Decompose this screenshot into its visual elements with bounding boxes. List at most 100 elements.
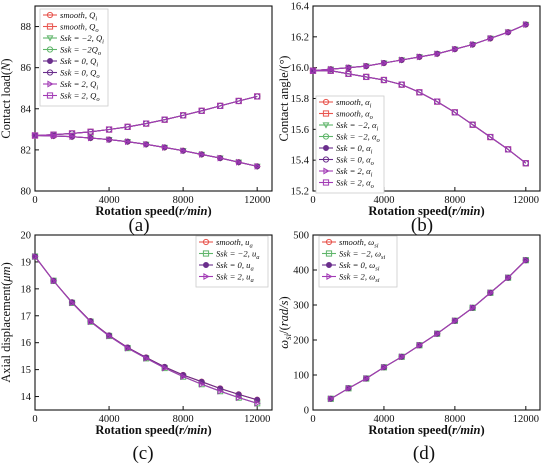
- series-line: [34, 134, 258, 167]
- data-point: [363, 375, 370, 382]
- y-axis-label: Contact load(N): [0, 58, 13, 138]
- panel-label: (d): [413, 443, 435, 464]
- legend-label: Ssk = 2, ua: [216, 272, 254, 285]
- series-line: [312, 23, 527, 72]
- data-point: [32, 253, 39, 260]
- data-point: [470, 304, 477, 312]
- legend-marker: [322, 122, 330, 129]
- y-tick-label: 16.2: [291, 32, 309, 43]
- legend-marker: [322, 156, 330, 163]
- legend-label: Ssk = 0, Qo: [60, 68, 100, 81]
- legend-marker: [46, 92, 54, 99]
- legend-marker: [47, 58, 54, 65]
- chart-panel: 0 4000 8000 12000 80 82 84 86 88 Rotation speed(r…: [0, 5, 273, 236]
- y-tick-label: 200: [293, 336, 309, 347]
- y-tick-label: 20: [21, 231, 32, 242]
- panel-label: (a): [128, 215, 149, 236]
- y-tick-label: 16.4: [291, 2, 310, 13]
- legend-label: Ssk = 0, αi: [336, 143, 373, 156]
- data-point: [87, 318, 95, 326]
- y-tick-label: 14: [21, 392, 32, 403]
- legend-box: [315, 95, 385, 194]
- data-point: [162, 364, 169, 372]
- chart-panel: 0 4000 8000 12000 14 15 16 17 18 19 20 Rotation spe…: [0, 231, 273, 464]
- legend-label: Ssk = 0, ωsi: [339, 260, 380, 273]
- data-point: [106, 136, 113, 144]
- data-point: [254, 162, 261, 170]
- data-point: [143, 354, 150, 362]
- data-point: [142, 120, 150, 127]
- legend-label: Ssk = 0, Qi: [60, 56, 98, 69]
- panel-label: (c): [132, 443, 153, 464]
- legend-label: Ssk = 2, Qo: [60, 91, 100, 104]
- legend-label: Ssk = −2, ua: [216, 249, 260, 262]
- y-tick-label: 86: [21, 63, 32, 74]
- data-point: [235, 97, 242, 105]
- y-tick-label: 84: [21, 104, 32, 115]
- y-tick-label: 15.2: [291, 187, 309, 198]
- y-tick-label: 82: [21, 145, 32, 156]
- x-axis-label: Rotation speed(r/min): [368, 423, 484, 437]
- data-point: [124, 344, 132, 352]
- legend-label: Ssk = −2, Qi: [60, 33, 104, 46]
- x-axis-label: Rotation speed(r/min): [95, 204, 211, 218]
- data-point: [523, 21, 530, 28]
- data-point: [124, 123, 131, 130]
- legend-label: smooth, Qo: [60, 22, 99, 35]
- panel-label: (b): [411, 215, 433, 236]
- x-tick-label: 4000: [373, 414, 394, 425]
- data-point: [398, 81, 405, 88]
- x-tick-label: 4000: [99, 195, 120, 206]
- legend-marker: [322, 179, 330, 186]
- legend-marker: [322, 133, 330, 140]
- data-point: [523, 256, 530, 264]
- data-point: [32, 132, 39, 139]
- y-tick-label: 15.4: [291, 156, 310, 167]
- x-tick-label: 8000: [444, 414, 465, 425]
- data-point: [68, 130, 76, 137]
- data-point: [87, 134, 95, 142]
- y-tick-label: 88: [21, 22, 32, 33]
- x-tick-label: 0: [310, 195, 315, 206]
- legend-marker: [203, 273, 210, 280]
- x-tick-label: 8000: [444, 195, 465, 206]
- x-tick-label: 0: [310, 414, 315, 425]
- legend-label: Ssk = −2Qo: [60, 45, 102, 58]
- legend-marker: [322, 98, 330, 106]
- data-point: [198, 107, 205, 114]
- legend-marker: [322, 110, 330, 117]
- legend-marker: [325, 238, 333, 246]
- x-tick-label: 4000: [373, 195, 394, 206]
- data-point: [50, 131, 57, 138]
- series-line: [330, 259, 527, 400]
- x-axis-label: Rotation speed(r/min): [95, 423, 211, 437]
- data-point: [328, 395, 335, 403]
- data-point: [399, 56, 406, 64]
- data-point: [416, 89, 423, 96]
- data-point: [31, 132, 39, 139]
- legend-marker: [325, 250, 333, 257]
- x-tick-label: 12000: [244, 414, 270, 425]
- legend-label: Ssk = 0, ua: [216, 260, 254, 273]
- y-tick-label: 300: [293, 301, 309, 312]
- y-axis-label: Contact angle/(°): [277, 56, 291, 142]
- legend-label: Ssk = 2, αo: [336, 178, 375, 191]
- legend-marker: [202, 250, 210, 257]
- legend-label: Ssk = 2, Qi: [60, 79, 98, 92]
- x-tick-label: 4000: [99, 414, 120, 425]
- data-point: [381, 59, 388, 67]
- legend-label: Ssk = −2, αi: [336, 120, 378, 133]
- plot-frame: [34, 5, 273, 192]
- legend-marker: [46, 11, 54, 19]
- legend-marker: [325, 261, 332, 268]
- data-point: [69, 133, 76, 141]
- data-point: [434, 50, 441, 58]
- data-point: [161, 116, 168, 123]
- x-tick-label: 8000: [173, 195, 194, 206]
- data-point: [452, 45, 459, 53]
- data-point: [236, 394, 243, 402]
- legend-box: [195, 235, 269, 288]
- legend-marker: [46, 35, 54, 42]
- y-tick-label: 100: [293, 371, 309, 382]
